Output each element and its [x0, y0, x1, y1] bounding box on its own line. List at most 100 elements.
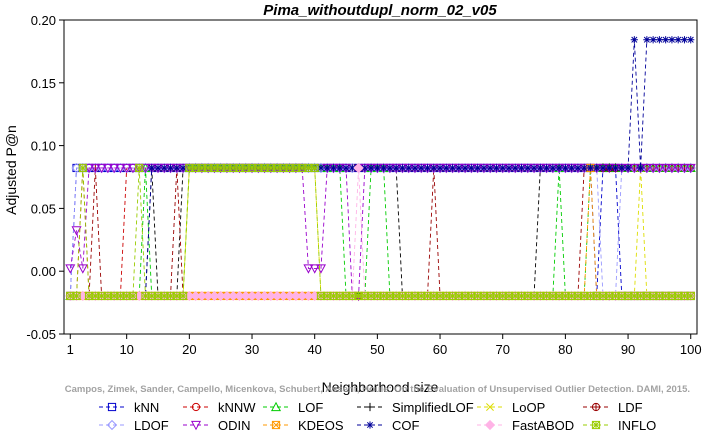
x-tick-label: 20	[182, 342, 196, 357]
series-cof	[66, 36, 695, 300]
data-point	[166, 164, 175, 172]
data-point	[65, 264, 76, 274]
y-tick-label: 0.20	[31, 13, 56, 28]
data-point	[373, 164, 381, 172]
legend-item-inflo: INFLO	[583, 418, 656, 433]
data-point	[160, 164, 168, 172]
chart-title: Pima_withoutdupl_norm_02_v05	[263, 2, 497, 19]
data-point	[668, 36, 676, 44]
data-point	[72, 291, 81, 301]
legend-marker	[591, 420, 601, 430]
legend-label: SimplifiedLOF	[392, 400, 474, 415]
data-point	[380, 164, 388, 172]
data-point	[121, 163, 132, 174]
x-tick-label: 40	[307, 342, 321, 357]
legend-label: LDOF	[134, 418, 169, 433]
x-tick-label: 70	[495, 342, 509, 357]
data-point	[686, 291, 695, 301]
data-point	[148, 164, 156, 172]
data-point	[648, 163, 659, 174]
data-point	[474, 164, 482, 172]
legend-item-fastabod: FastABOD	[477, 418, 574, 433]
legend-marker	[365, 402, 375, 412]
series-simplifiedlof	[66, 163, 695, 301]
legend-label: kNNW	[218, 400, 256, 415]
data-point	[679, 163, 690, 174]
series-knn	[66, 163, 695, 301]
data-point	[77, 264, 88, 274]
data-point	[574, 164, 582, 172]
data-point	[549, 164, 557, 172]
data-point	[687, 36, 695, 44]
data-point	[629, 163, 640, 174]
data-point	[680, 36, 689, 44]
plot-area	[65, 36, 696, 302]
y-tick-label: -0.05	[26, 327, 56, 342]
series-line-ldof	[69, 167, 691, 297]
data-point	[660, 163, 671, 174]
plot-frame	[63, 19, 698, 335]
data-point	[154, 164, 162, 172]
data-point	[467, 164, 475, 172]
x-tick-label: 60	[433, 342, 447, 357]
data-point	[641, 163, 652, 174]
y-tick-label: 0.05	[31, 201, 56, 216]
data-point	[336, 164, 344, 172]
x-axis-label: Neighborhood size	[322, 379, 439, 395]
legend-label: kNN	[134, 400, 159, 415]
data-point	[593, 164, 601, 172]
data-point	[555, 164, 563, 172]
data-point	[486, 164, 494, 172]
legend-label: ODIN	[218, 418, 251, 433]
legend-marker	[190, 420, 202, 431]
data-point	[135, 163, 144, 173]
legend: kNN kNNW LOF SimplifiedLOF LoOP LDF LDOF ODIN KD…	[99, 400, 656, 433]
data-point	[329, 164, 338, 172]
series-ldof	[65, 162, 696, 302]
x-tick-label: 90	[621, 342, 635, 357]
data-point	[392, 164, 400, 172]
data-point	[386, 164, 394, 172]
legend-marker	[486, 403, 494, 411]
data-point	[580, 164, 588, 172]
data-point	[480, 164, 488, 172]
series-lof	[65, 162, 696, 301]
y-tick-label: 0.10	[31, 139, 56, 154]
legend-item-cof: COF	[357, 418, 420, 433]
series-fastabod	[65, 162, 696, 302]
data-point	[310, 163, 319, 173]
legend-marker	[366, 421, 374, 429]
legend-label: INFLO	[618, 418, 656, 433]
legend-item-odin: ODIN	[183, 418, 251, 433]
axes: 1 10 20 30 40 50 60 70 80 90 100 -0.05 0.00 0.05 0.10 0…	[26, 13, 701, 357]
data-point	[109, 163, 120, 174]
data-point	[78, 163, 87, 173]
data-point	[517, 164, 526, 172]
data-point	[685, 163, 696, 174]
data-point	[353, 162, 364, 174]
data-point	[561, 164, 569, 172]
data-point	[505, 164, 513, 172]
data-point	[611, 164, 620, 172]
series-odin	[65, 163, 696, 302]
citation-watermark: Campos, Zimek, Sander, Campello, Micenko…	[65, 384, 690, 395]
legend-item-loop: LoOP	[477, 400, 545, 415]
data-point	[624, 164, 632, 172]
legend-marker	[271, 420, 281, 430]
x-tick-label: 100	[680, 342, 702, 357]
legend-marker	[191, 402, 201, 412]
y-axis-label: Adjusted P@n	[3, 125, 19, 215]
x-tick-label: 50	[370, 342, 384, 357]
data-point	[524, 164, 532, 172]
legend-item-simplifiedlof: SimplifiedLOF	[357, 400, 474, 415]
data-point	[417, 164, 425, 172]
legend-item-ldof: LDOF	[99, 418, 169, 433]
data-point	[499, 164, 507, 172]
data-point	[317, 164, 325, 172]
data-point	[492, 164, 501, 172]
legend-label: KDEOS	[298, 418, 344, 433]
data-point	[127, 163, 138, 174]
legend-label: FastABOD	[512, 418, 574, 433]
legend-label: LOF	[298, 400, 323, 415]
